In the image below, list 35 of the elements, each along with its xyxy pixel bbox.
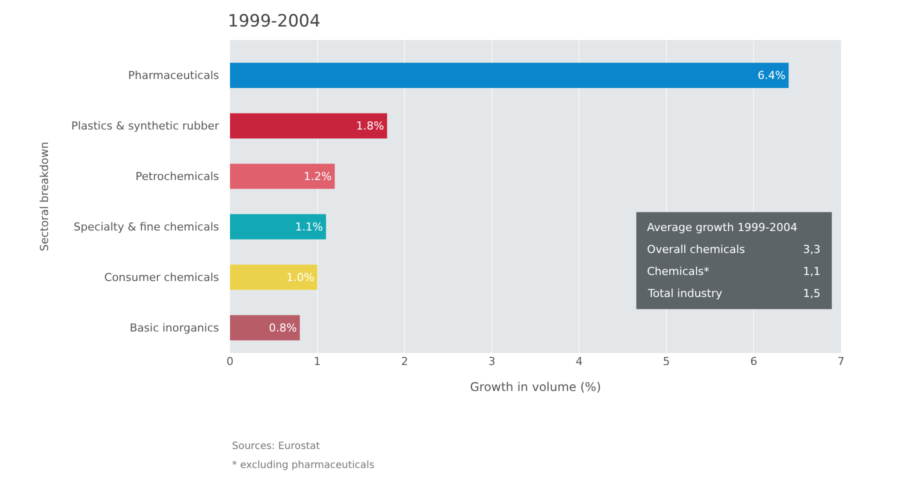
y-tick-label: Consumer chemicals (104, 271, 220, 284)
source-note: Sources: Eurostat (232, 441, 320, 452)
x-tick-label: 6 (750, 355, 758, 368)
bar (230, 315, 300, 340)
y-tick-label: Specialty & fine chemicals (74, 220, 220, 234)
bar (230, 62, 789, 88)
text: Chemicals* 1,1 (647, 265, 820, 278)
bar (230, 264, 318, 290)
x-tick-label: 2 (401, 355, 408, 368)
chart-title: 1999-2004 (228, 12, 320, 32)
y-tick-label: Basic inorganics (130, 322, 220, 335)
y-tick-label: Plastics & synthetic rubber (71, 120, 220, 133)
data-label: 1.8% (356, 119, 384, 132)
x-tick-label: 4 (576, 355, 583, 368)
y-axis-title: Sectoral breakdown (38, 142, 51, 252)
data-label: 1.2% (304, 170, 332, 183)
x-tick-label: 0 (226, 355, 234, 368)
data-label: 1.1% (295, 220, 324, 234)
bar (230, 214, 326, 240)
x-axis-title: Growth in volume (%) (470, 380, 602, 394)
x-tick-label: 3 (488, 355, 496, 368)
data-label: 1.0% (286, 270, 314, 284)
x-tick-label: 5 (662, 355, 670, 368)
y-tick-label: Petrochemicals (136, 170, 220, 184)
text: Overall chemicals 3,3 (647, 243, 820, 256)
y-tick-label: Pharmaceuticals (128, 69, 220, 82)
x-tick-label: 7 (838, 355, 844, 368)
text: Total industry 1,5 (648, 287, 820, 300)
data-label: 6.4% (758, 68, 786, 82)
data-label: 0.8% (268, 321, 297, 334)
x-tick-label: 1 (314, 355, 321, 368)
text: * excluding pharmaceuticals (232, 460, 374, 471)
bar (230, 113, 388, 138)
annotation: Average growth 1999-2004 (647, 221, 798, 234)
bar (230, 164, 335, 189)
